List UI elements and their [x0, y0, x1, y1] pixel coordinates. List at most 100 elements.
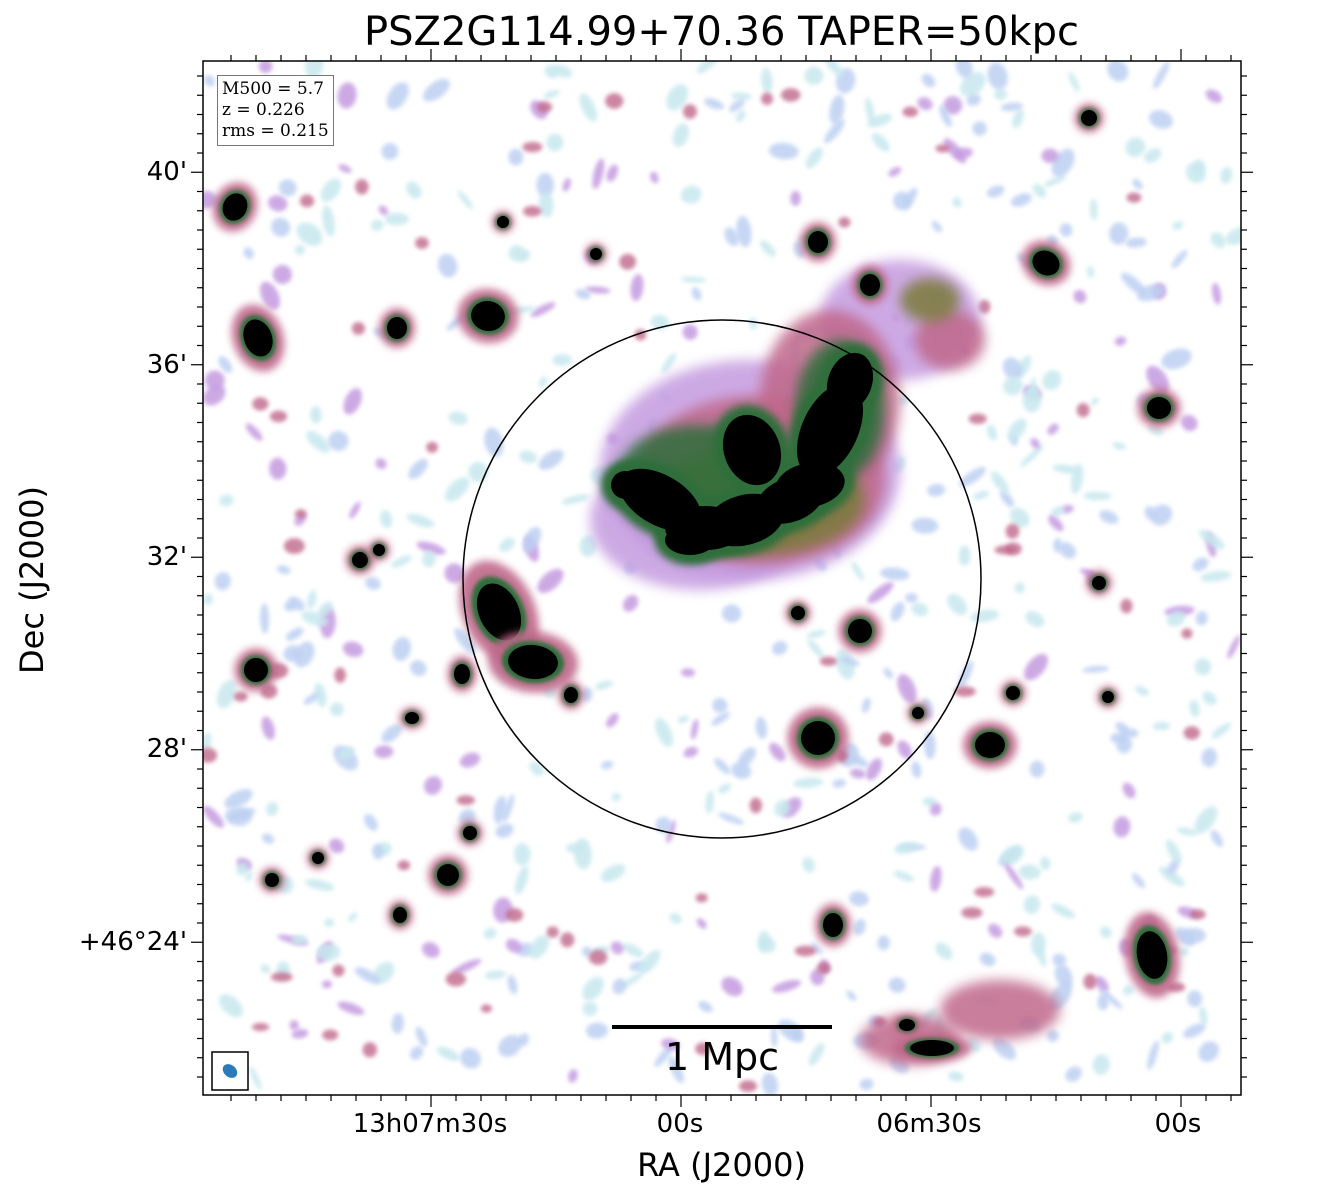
noise-blob: [561, 494, 589, 505]
noise-blob: [888, 166, 902, 177]
noise-blob: [1172, 221, 1184, 230]
x-axis-label: RA (J2000): [637, 1146, 806, 1184]
noise-blob: [293, 641, 315, 668]
noise-blob: [680, 668, 696, 677]
noise-blob: [546, 133, 564, 152]
radio-source: [265, 873, 279, 887]
noise-blob: [384, 212, 409, 226]
faint-source: [1013, 926, 1032, 937]
noise-blob: [347, 912, 358, 923]
radio-source: [497, 216, 509, 228]
noise-blob: [959, 466, 986, 487]
radio-source: [910, 1040, 954, 1056]
noise-blob: [988, 923, 1003, 938]
noise-blob: [1090, 198, 1098, 221]
noise-blob: [537, 568, 564, 593]
noise-blob: [214, 572, 231, 591]
radio-source: [476, 583, 522, 641]
noise-blob: [654, 1045, 673, 1067]
noise-blob: [289, 1020, 299, 1031]
noise-blob: [517, 1033, 529, 1047]
noise-blob: [285, 627, 304, 641]
noise-blob: [568, 1069, 578, 1083]
noise-blob: [677, 715, 690, 724]
noise-blob: [338, 746, 355, 761]
faint-source: [505, 908, 524, 922]
noise-blob: [867, 582, 894, 604]
noise-blob: [505, 938, 522, 953]
noise-blob: [354, 967, 381, 984]
noise-blob: [391, 1013, 404, 1034]
noise-blob: [930, 865, 942, 892]
noise-blob: [544, 65, 558, 79]
noise-blob: [406, 181, 422, 199]
faint-source: [1181, 628, 1193, 639]
noise-blob: [582, 1001, 598, 1017]
noise-blob: [484, 970, 506, 980]
noise-blob: [1132, 178, 1143, 190]
noise-blob: [718, 812, 745, 825]
faint-source: [480, 1004, 493, 1013]
noise-blob: [1083, 491, 1112, 501]
faint-source: [269, 410, 288, 423]
faint-source: [233, 691, 248, 702]
faint-source: [426, 441, 438, 453]
y-tick-label: 28': [146, 734, 187, 764]
noise-blob: [1176, 827, 1198, 836]
noise-blob: [513, 842, 531, 866]
faint-source: [456, 795, 475, 806]
noise-blob: [943, 96, 963, 115]
faint-source: [1189, 909, 1206, 920]
radio-source: [471, 300, 505, 332]
noise-blob: [911, 517, 939, 534]
noise-blob: [846, 990, 857, 1001]
faint-source: [1126, 192, 1142, 203]
noise-blob: [1165, 839, 1182, 864]
faint-source: [397, 860, 411, 871]
faint-source: [1183, 726, 1201, 740]
noise-blob: [575, 289, 591, 300]
noise-blob: [893, 191, 912, 211]
noise-blob: [291, 1029, 309, 1039]
radio-source: [848, 619, 872, 643]
faint-source: [1083, 973, 1097, 990]
noise-blob: [1052, 953, 1067, 967]
faint-source: [252, 397, 269, 411]
faint-source: [749, 797, 763, 814]
noise-blob: [538, 449, 564, 470]
noise-blob: [318, 601, 333, 617]
noise-blob: [890, 602, 905, 622]
faint-source: [605, 93, 624, 109]
noise-blob: [761, 1072, 779, 1095]
noise-blob: [1143, 148, 1162, 163]
noise-blob: [810, 942, 823, 955]
noise-blob: [735, 110, 746, 123]
noise-blob: [444, 563, 465, 584]
noise-blob: [897, 740, 912, 759]
noise-blob: [410, 1046, 424, 1060]
noise-blob: [1147, 1040, 1159, 1071]
noise-blob: [365, 576, 381, 590]
noise-blob: [581, 946, 592, 957]
noise-blob: [203, 190, 215, 209]
noise-blob: [1175, 927, 1195, 947]
noise-blob: [986, 185, 1005, 198]
noise-blob: [1144, 506, 1156, 520]
noise-blob: [897, 674, 917, 704]
noise-blob: [1065, 1066, 1082, 1082]
noise-blob: [690, 719, 699, 740]
noise-blob: [622, 943, 644, 958]
noise-blob: [582, 976, 604, 1001]
faint-source: [445, 971, 467, 987]
noise-blob: [802, 857, 815, 873]
noise-blob: [522, 526, 542, 553]
noise-blob: [1004, 862, 1024, 890]
galaxy-lobe: [611, 471, 639, 499]
faint-source: [415, 237, 429, 249]
noise-blob: [1183, 1023, 1206, 1038]
noise-blob: [1181, 414, 1198, 432]
noise-blob: [935, 942, 953, 960]
noise-blob: [757, 930, 771, 953]
noise-blob: [245, 423, 263, 441]
radio-source: [463, 826, 477, 840]
